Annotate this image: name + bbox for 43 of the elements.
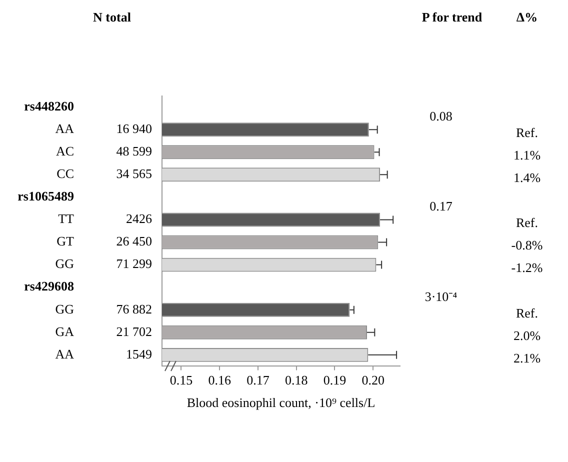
- y-tick-label: AC: [56, 144, 74, 159]
- x-tick-label: 0.17: [246, 372, 270, 388]
- y-tick-label: rs1065489: [18, 188, 74, 204]
- text: Ref.: [516, 305, 538, 320]
- y-tick-label: CC: [56, 166, 74, 182]
- text: 2426: [126, 211, 152, 226]
- y-tick-label: TT: [58, 211, 74, 226]
- text: 3·10⁻⁴: [424, 288, 458, 304]
- y-tick-label: rs429608: [24, 278, 74, 294]
- text: -1.2%: [511, 260, 543, 276]
- y-tick-label: GG: [55, 256, 74, 272]
- text: 2.0%: [513, 328, 541, 343]
- text: P for trend: [422, 9, 483, 24]
- text: 76 882: [116, 301, 152, 316]
- text: 1549: [126, 346, 152, 362]
- y-tick-label: rs448260: [24, 98, 74, 114]
- text: 1.1%: [513, 148, 541, 163]
- x-axis-title: Blood eosinophil count, ·10⁹ cells/L: [186, 395, 376, 410]
- text: Ref.: [516, 215, 538, 230]
- x-tick-label: 0.18: [284, 372, 308, 388]
- y-tick-label: AA: [55, 121, 75, 136]
- text: 26 450: [116, 234, 152, 249]
- text: 48 599: [116, 144, 152, 159]
- y-tick-label: GG: [55, 301, 74, 316]
- text: -0.8%: [511, 238, 543, 253]
- text: 21 702: [116, 324, 152, 339]
- text: 34 565: [116, 166, 152, 182]
- x-tick-label: 0.16: [208, 372, 232, 388]
- text: Δ%: [516, 9, 538, 24]
- y-tick-label: GT: [56, 234, 74, 249]
- x-tick-label: 0.15: [170, 372, 193, 388]
- text: 0.17: [430, 198, 453, 214]
- y-tick-label: GA: [55, 324, 75, 339]
- text: 2.1%: [513, 350, 541, 366]
- x-tick-label: 0.19: [323, 372, 346, 388]
- text: N total: [93, 9, 132, 24]
- text: Ref.: [516, 125, 538, 140]
- x-tick-label: 0.20: [362, 372, 385, 388]
- text: 16 940: [116, 121, 152, 136]
- y-tick-label: AA: [55, 346, 75, 362]
- text: 1.4%: [513, 170, 541, 186]
- text: 71 299: [116, 256, 152, 272]
- text: 0.08: [430, 108, 452, 124]
